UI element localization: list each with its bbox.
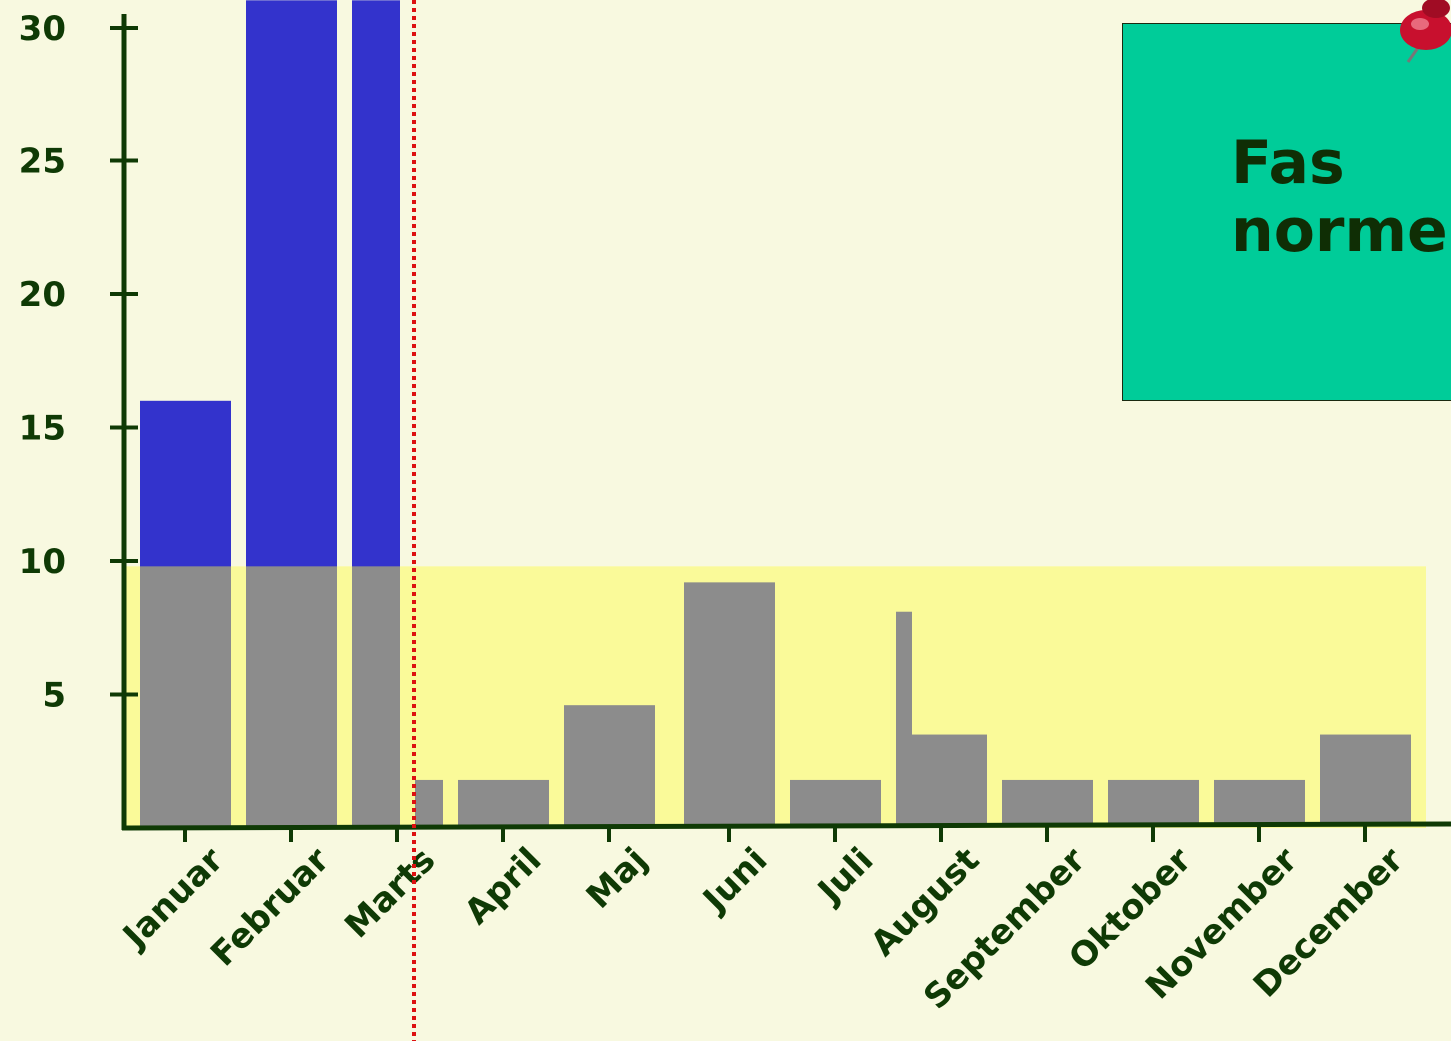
bar-grey-september <box>1002 779 1093 826</box>
bar-grey-oktober <box>1108 779 1199 826</box>
y-tick-label-20: 20 <box>19 275 66 315</box>
bar-grey-januar <box>140 566 231 826</box>
x-tick-label-marts: Marts <box>337 840 443 946</box>
x-tick-label-juni: Juni <box>694 840 775 921</box>
bar-grey-november <box>1214 779 1305 826</box>
bar-grey-august-spike <box>896 611 912 826</box>
x-tick-label-maj: Maj <box>579 840 656 917</box>
y-tick-label-5: 5 <box>42 676 66 716</box>
bar-grey-juni <box>684 582 775 826</box>
y-tick-label-10: 10 <box>19 542 66 582</box>
x-tick-label-juli: Juli <box>809 840 881 912</box>
normal-range-band <box>126 566 1426 828</box>
bar-grey-april <box>458 779 549 826</box>
pushpin-icon <box>1400 0 1451 63</box>
bar-grey-juli <box>790 779 881 826</box>
x-tick-label-februar: Februar <box>203 840 337 974</box>
x-axis-line <box>121 821 1451 831</box>
bar-grey-februar <box>246 566 337 826</box>
y-tick-label-15: 15 <box>19 409 66 449</box>
bar-grey-marts-extension <box>415 779 443 826</box>
sticky-note: Fas norme <box>1122 23 1451 401</box>
sticky-note-text: Fas norme <box>1231 128 1448 266</box>
bar-grey-maj <box>564 705 655 826</box>
y-tick-label-30: 30 <box>19 9 66 49</box>
bar-grey-marts <box>352 566 400 826</box>
bar-grey-december <box>1320 734 1411 826</box>
x-tick-label-april: April <box>457 840 549 932</box>
y-tick-label-25: 25 <box>19 142 66 182</box>
